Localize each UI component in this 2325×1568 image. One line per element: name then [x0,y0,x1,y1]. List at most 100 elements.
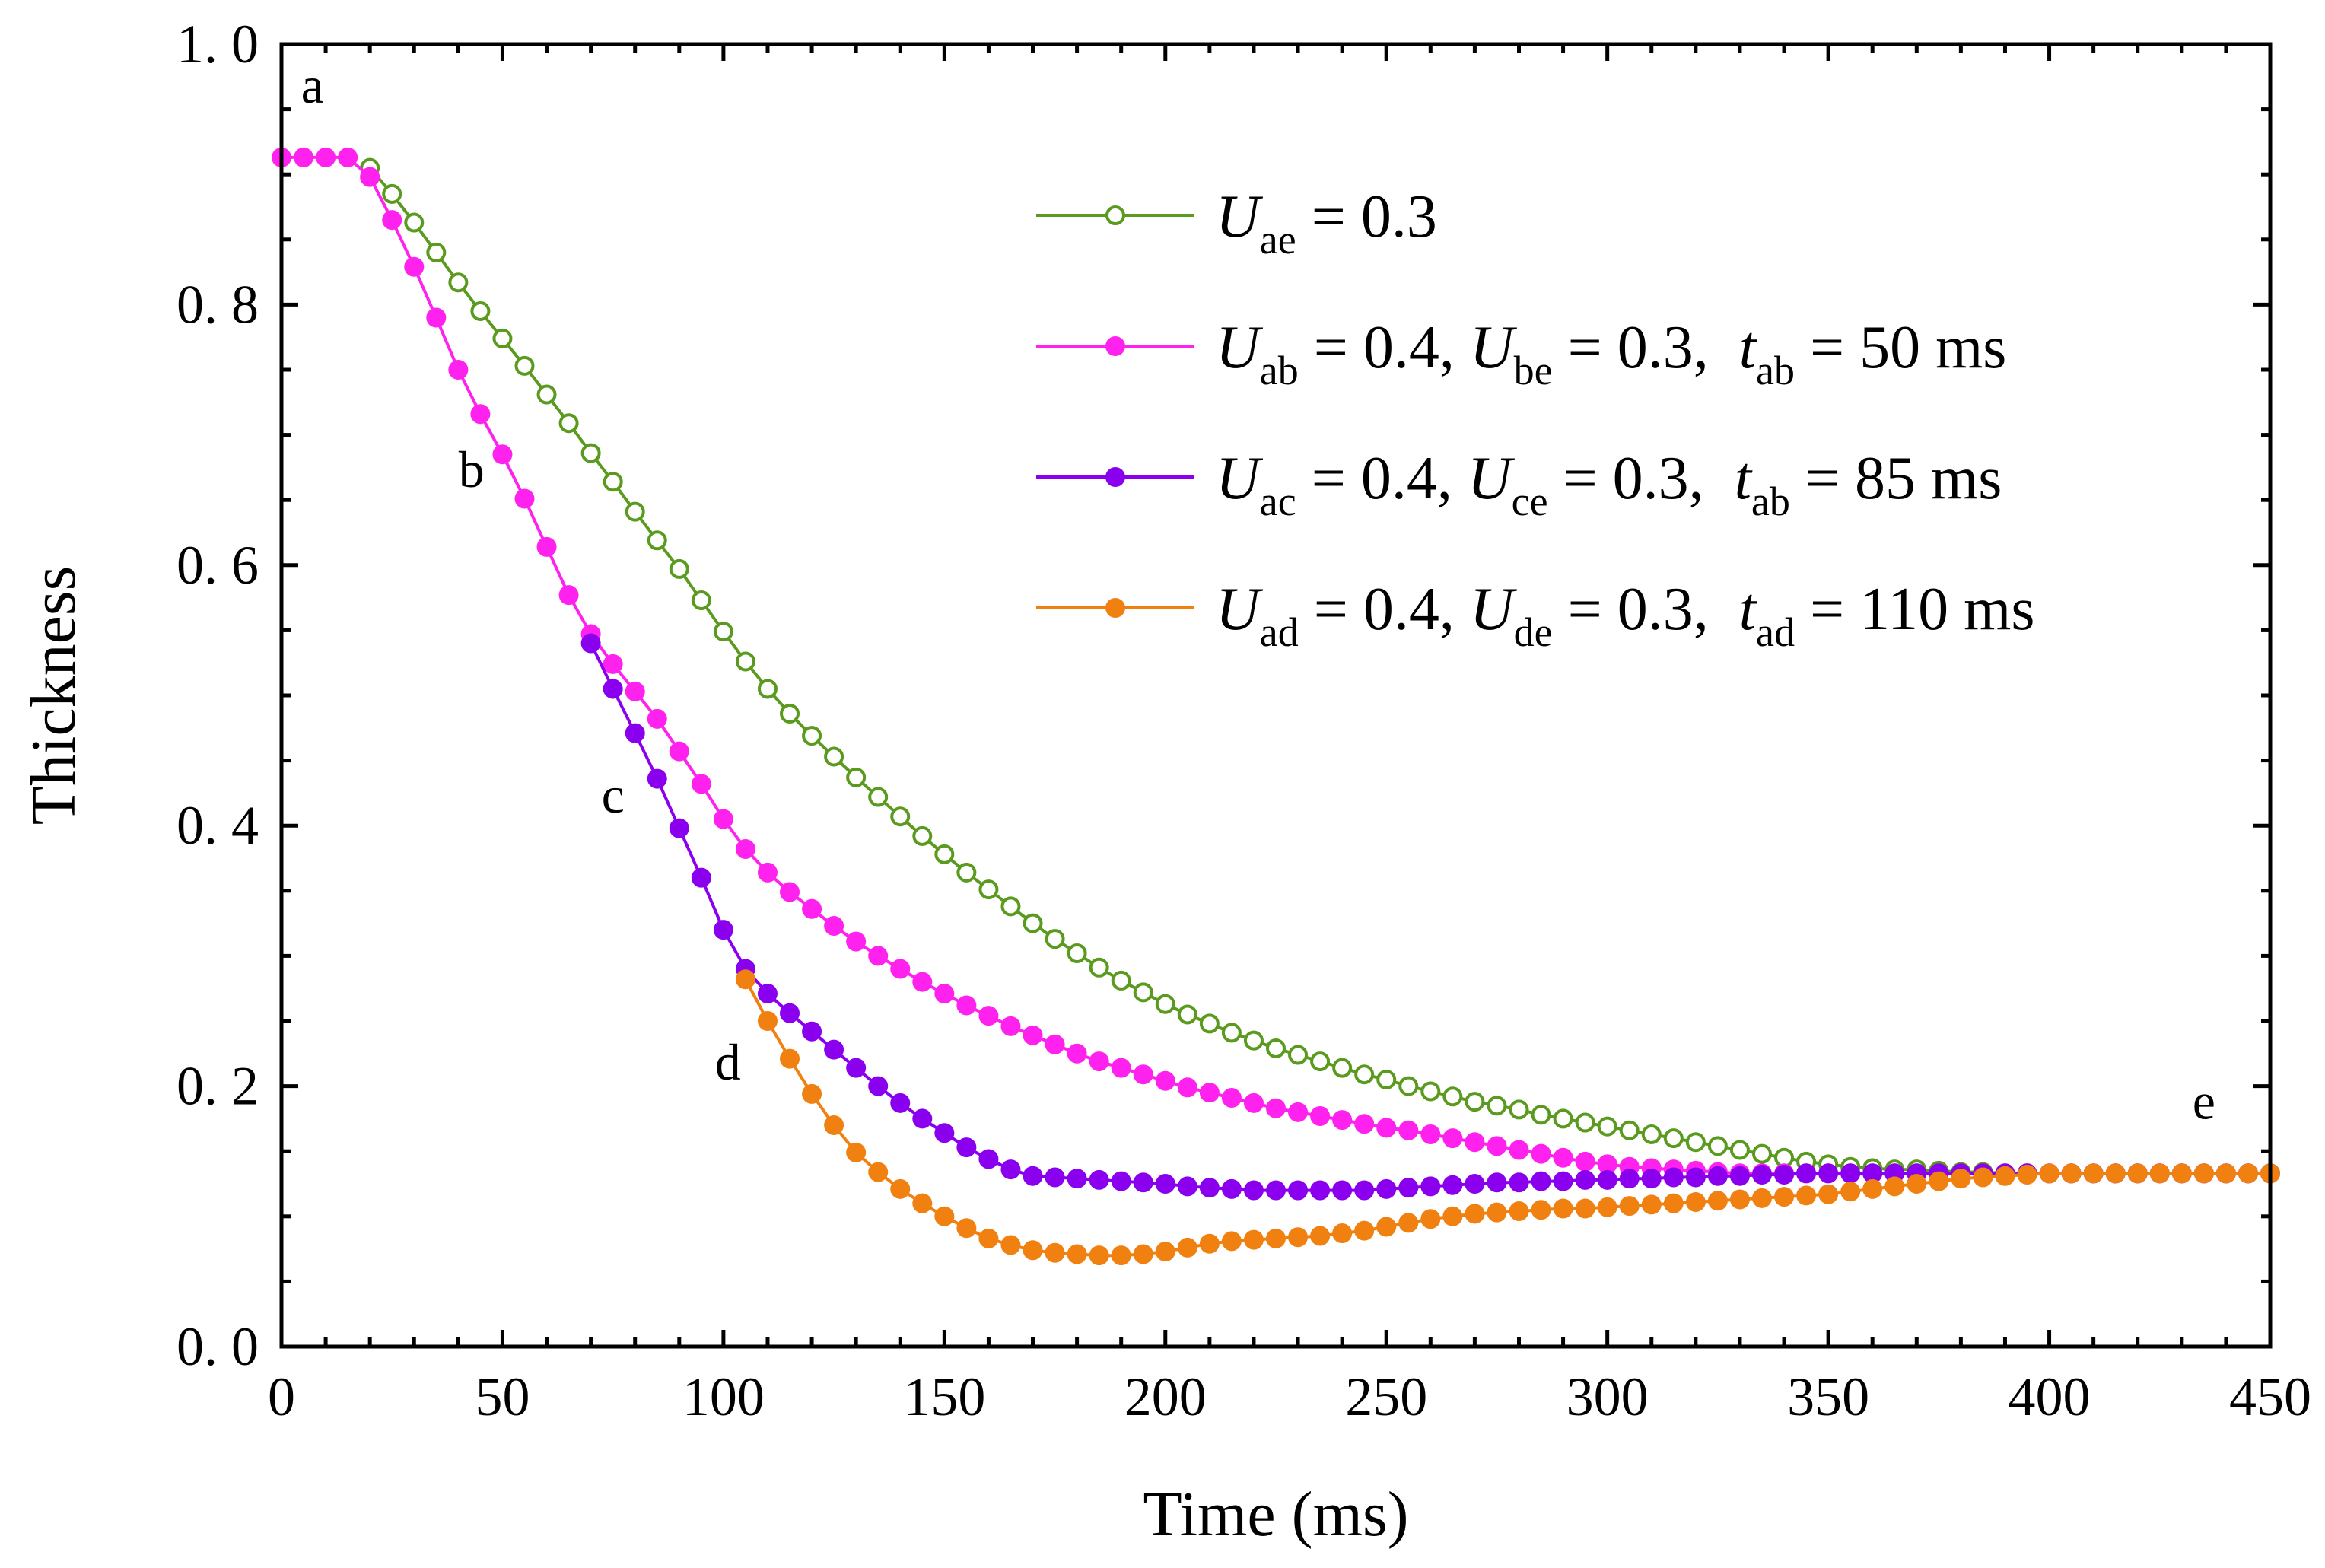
data-point [382,210,402,231]
data-point [625,501,645,522]
x-tick-label: 100 [682,1366,765,1427]
series-layer [272,147,2280,1266]
data-point [1663,1167,1684,1188]
x-tick-label: 400 [2009,1366,2091,1427]
data-point [1133,1244,1153,1264]
data-point [1000,896,1021,917]
data-point [757,1011,778,1031]
data-point [1288,1227,1309,1248]
data-point [1907,1174,1927,1194]
data-point [1442,1206,1463,1226]
data-point [514,488,535,509]
data-point [580,633,601,654]
data-point [426,307,447,328]
series-4 [735,969,2280,1266]
data-point [1862,1178,1883,1199]
data-point [448,272,469,293]
data-point [1089,1245,1109,1266]
data-point [1553,1108,1573,1129]
data-point [1641,1169,1662,1189]
legend-marker [1105,205,1125,225]
point-label-c: c [602,766,625,824]
data-point [1045,1034,1065,1054]
point-label-a: a [301,56,324,114]
data-point [868,787,889,807]
legend-marker [1105,467,1125,487]
data-point [1177,1004,1197,1025]
data-point [2171,1163,2192,1184]
data-point [1707,1191,1728,1211]
data-point [1509,1172,1529,1193]
data-point [580,443,601,463]
data-point [1133,1064,1153,1085]
y-axis-title: Thickness [18,566,89,825]
data-point [1332,1110,1353,1131]
data-point [978,1228,999,1248]
data-point [1973,1167,1993,1188]
data-point [1465,1204,1485,1224]
data-point [978,1006,999,1026]
data-point [1465,1174,1485,1194]
data-point [780,1003,800,1023]
data-point [1354,1064,1375,1085]
data-point [558,585,579,606]
point-labels: a b c d e [301,56,2215,1130]
data-point [735,651,755,672]
data-point [1243,1180,1264,1201]
data-point [802,1083,822,1104]
data-point [1000,1159,1021,1180]
data-point [1619,1120,1640,1140]
data-point [802,898,822,919]
data-point [1266,1180,1286,1201]
data-point [1575,1169,1595,1190]
data-point [1376,1178,1397,1199]
data-point [1000,1016,1021,1036]
legend-entry-2: Uab = 0.4, Ube = 0.3, tab = 50 ms [1036,314,2006,393]
data-point [691,867,711,888]
data-point [1884,1176,1905,1197]
data-point [1288,1180,1309,1201]
point-label-e: e [2193,1072,2215,1130]
data-point [1398,1076,1419,1096]
data-point [1707,1166,1728,1186]
data-point [1531,1171,1551,1191]
data-point [470,404,491,425]
data-point [1354,1180,1375,1201]
data-point [1796,1185,1817,1206]
data-point [868,1076,889,1096]
data-point [934,1123,955,1143]
data-point [1509,1140,1529,1160]
data-point [824,746,844,767]
x-tick-label: 300 [1566,1366,1649,1427]
data-point [1354,1114,1375,1134]
data-point [316,147,336,167]
data-point [1641,1194,1662,1215]
data-point [1332,1058,1353,1078]
data-point [956,1137,977,1158]
data-point [1310,1051,1331,1072]
data-point [536,384,557,405]
axis-ticks [279,42,2273,1349]
data-point [2127,1163,2148,1184]
legend-label: Uab = 0.4, Ube = 0.3, tab = 50 ms [1216,314,2006,393]
x-tick-label: 350 [1787,1366,1869,1427]
data-point [536,536,557,557]
data-point [890,959,911,979]
y-tick-label: 0. 2 [177,1056,259,1117]
data-point [404,256,425,277]
data-point [978,879,999,900]
data-point [2017,1165,2037,1185]
data-point [1243,1229,1264,1250]
data-point [1707,1136,1728,1156]
data-point [1796,1163,1817,1184]
data-point [1442,1175,1463,1195]
data-point [1133,1172,1153,1193]
series-line [744,978,2270,1258]
data-point [912,1193,933,1213]
data-point [1266,1038,1286,1058]
data-point [1487,1136,1507,1156]
data-point [1199,1013,1220,1034]
data-point [1376,1217,1397,1237]
series-2 [272,147,2280,1184]
legend-label: Uad = 0.4, Ude = 0.3, tad = 110 ms [1216,576,2034,655]
